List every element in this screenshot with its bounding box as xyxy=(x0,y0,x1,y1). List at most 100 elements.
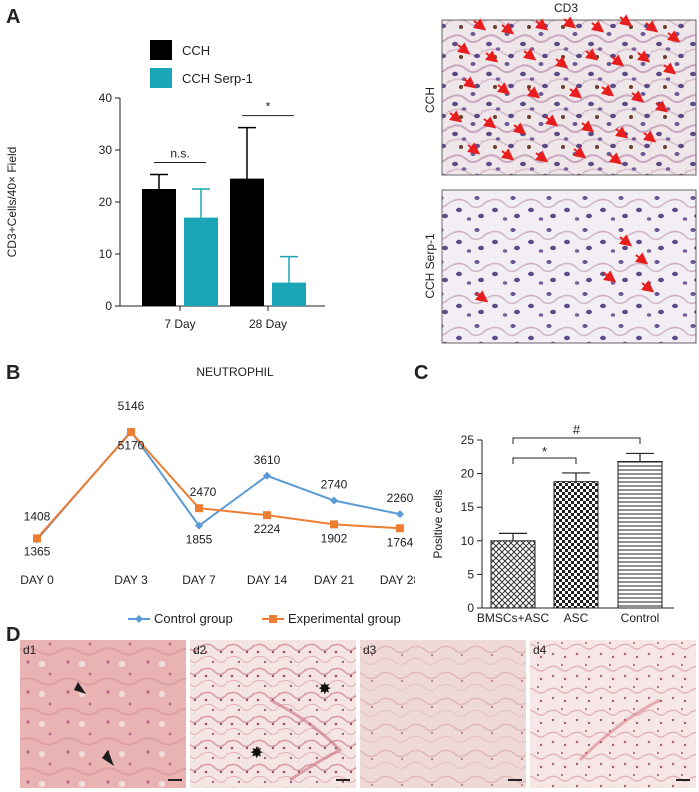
experimental-data-label: 1902 xyxy=(321,531,348,545)
panel-letter-c: C xyxy=(414,362,429,384)
d2-star-marker-1: ✸ xyxy=(318,681,331,698)
cd3-positive-arrow xyxy=(563,16,577,29)
x-category-label: DAY 21 xyxy=(314,573,355,587)
micrograph-d2: ✸ ✸ d2 xyxy=(190,640,356,788)
cd3-positive-arrow xyxy=(535,18,549,31)
significance-bracket-asc xyxy=(512,457,577,464)
y-axis-label: CD3+Cells/40× Field xyxy=(5,147,19,258)
cd3-positive-arrow xyxy=(611,54,625,67)
positive-cells-bar-chart: 0 5 10 15 20 25 Positive cells BMSCs+ASC ASC Cont… xyxy=(431,422,674,625)
bar-cch xyxy=(230,178,264,306)
control-point xyxy=(195,521,203,530)
experimental-point xyxy=(127,428,135,437)
cd3-positive-arrow xyxy=(467,142,481,155)
cd3-positive-arrow xyxy=(569,86,583,99)
significance-label: * xyxy=(266,100,271,114)
x-tick-label: 7 Day xyxy=(164,317,195,331)
cd3-positive-arrow xyxy=(615,126,629,139)
series-line-experimental xyxy=(36,430,401,540)
cd3-title: CD3 xyxy=(554,1,578,15)
legend-label-experimental: Experimental group xyxy=(288,611,401,626)
control-data-label: 3610 xyxy=(254,453,281,467)
cd3-positive-arrow xyxy=(619,234,633,247)
y-tick-label: 5 xyxy=(467,567,474,581)
x-category-label: DAY 0 xyxy=(20,573,54,587)
experimental-point xyxy=(396,524,404,533)
neutrophil-line-chart: NEUTROPHIL 1365 5170 1855 3610 2740 2260 1408 51… xyxy=(20,365,415,626)
cd3-bar-chart: 0 10 20 30 40 CD3+Cells/40× Field 7 Day 28 Day n… xyxy=(5,40,325,331)
d4-label: d4 xyxy=(533,643,547,657)
experimental-data-label: 2224 xyxy=(254,522,281,536)
legend-label: CCH Serp-1 xyxy=(182,71,253,86)
cd3-positive-arrow xyxy=(555,56,569,69)
x-tick-label: Control xyxy=(621,611,660,625)
x-category-label: DAY 7 xyxy=(182,573,216,587)
control-data-label: 2740 xyxy=(321,478,348,492)
y-tick-label: 20 xyxy=(461,467,475,481)
serp-side-label: CCH Serp-1 xyxy=(423,233,437,299)
control-data-label: 1365 xyxy=(24,545,51,559)
cd3-positive-arrow xyxy=(609,152,623,165)
experimental-data-label: 5146 xyxy=(118,399,145,413)
significance-label: n.s. xyxy=(170,146,189,160)
bar-cch-serp-1 xyxy=(272,282,306,306)
y-tick-label: 30 xyxy=(99,143,113,157)
d1-label: d1 xyxy=(23,643,37,657)
cd3-positive-arrow xyxy=(641,280,655,293)
serp-micrograph xyxy=(441,189,697,344)
micrograph-d3: d3 xyxy=(360,640,526,788)
control-point xyxy=(330,496,338,505)
cd3-positive-arrow xyxy=(449,110,463,123)
experimental-point xyxy=(195,504,203,513)
x-category-label: DAY 28 xyxy=(380,573,415,587)
control-point xyxy=(263,471,271,480)
x-tick-label: BMSCs+ASC xyxy=(477,611,550,625)
cd3-micrograph-panel: CD3 CCH CCH Serp-1 xyxy=(423,1,697,344)
legend-label-control: Control group xyxy=(154,611,233,626)
cd3-positive-arrow xyxy=(585,48,599,61)
control-data-label: 1855 xyxy=(186,533,213,547)
cd3-positive-arrow xyxy=(457,42,471,55)
cd3-positive-arrow xyxy=(601,84,615,97)
panel-letter-b: B xyxy=(6,362,21,384)
bar-cch-serp-1 xyxy=(184,217,218,306)
y-tick-label: 40 xyxy=(99,91,113,105)
bar-cch xyxy=(142,189,176,306)
y-tick-label: 20 xyxy=(99,195,113,209)
y-tick-label: 0 xyxy=(467,601,474,615)
legend-swatch xyxy=(150,40,172,60)
significance-bracket-control xyxy=(512,437,641,444)
x-category-label: DAY 14 xyxy=(247,573,288,587)
cd3-positive-arrow xyxy=(513,122,527,135)
significance-label-control: # xyxy=(573,422,581,437)
d2-label: d2 xyxy=(193,643,207,657)
control-data-label: 5170 xyxy=(118,438,145,452)
y-tick-label: 10 xyxy=(99,247,113,261)
cd3-positive-arrow xyxy=(463,76,477,89)
cd3-positive-arrow xyxy=(591,20,605,33)
legend-marker-experimental xyxy=(269,615,277,623)
cd3-positive-arrow xyxy=(655,100,669,113)
cd3-arrows-cch xyxy=(449,14,681,165)
cd3-positive-arrow xyxy=(501,148,515,161)
cd3-positive-arrow xyxy=(635,252,649,265)
cd3-positive-arrow xyxy=(637,50,651,63)
panel-letter-d: D xyxy=(6,624,21,646)
control-data-label: 2260 xyxy=(387,491,414,505)
bar-control xyxy=(617,461,663,609)
d3-label: d3 xyxy=(363,643,377,657)
experimental-point xyxy=(263,511,271,520)
experimental-data-label: 2470 xyxy=(190,485,217,499)
y-tick-label: 15 xyxy=(461,500,475,514)
cch-micrograph xyxy=(441,19,697,176)
cd3-positive-arrow xyxy=(643,130,657,143)
cd3-arrows-serp xyxy=(475,234,655,303)
cd3-positive-arrow xyxy=(483,116,497,129)
cd3-positive-arrow xyxy=(667,30,681,43)
experimental-point xyxy=(33,534,41,543)
y-axis-label: Positive cells xyxy=(431,489,445,558)
experimental-data-label: 1764 xyxy=(387,535,414,549)
chart-title: NEUTROPHIL xyxy=(196,365,274,379)
cd3-positive-arrow xyxy=(475,290,489,303)
d2-star-marker-2: ✸ xyxy=(250,745,263,762)
